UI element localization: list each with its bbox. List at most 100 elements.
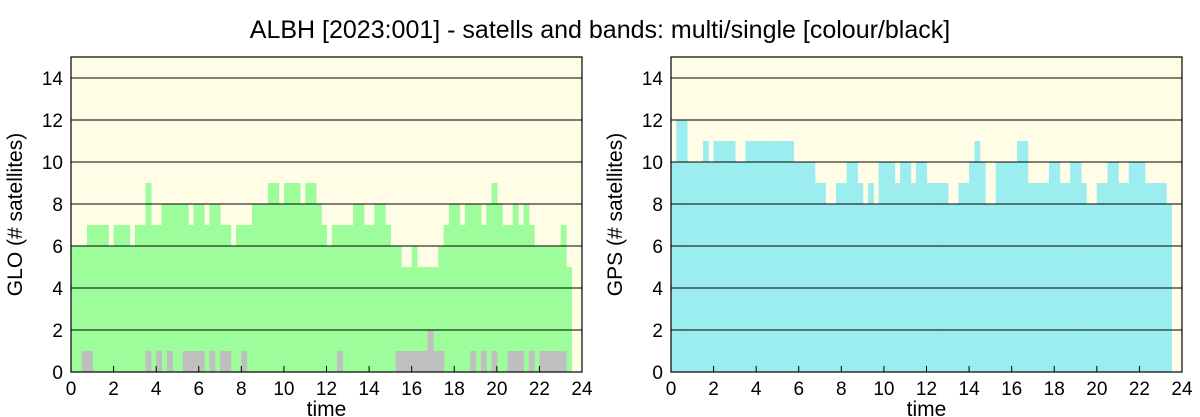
glo-chart-series0-bar-56 [369,225,375,372]
glo-chart-series0-bar-30 [230,246,237,372]
glo-chart-series1-bar-14 [145,351,152,372]
glo-chart-series0-bar-86 [528,225,535,372]
gps-chart-series0-bar-71 [1048,162,1055,372]
glo-chart-y-tick-label-2: 2 [52,321,63,342]
gps-chart-x-tick-label-18: 18 [1044,379,1065,400]
glo-chart-series0-bar-77 [480,225,487,372]
glo-chart-series0-bar-68 [432,267,439,372]
gps-chart-series0-bar-41 [889,162,896,372]
gps-chart-series0-bar-18 [766,141,773,372]
gps-chart-series0-bar-45 [910,183,917,372]
glo-chart-series1-bar-92 [560,351,567,372]
glo-chart-series0-bar-12 [134,225,141,372]
gps-chart-series0-bar-22 [788,141,795,372]
gps-y-ticks: 0 2 4 6 8 10 12 14 [642,69,677,384]
glo-chart-x-tick-label-20: 20 [486,379,507,400]
gps-chart-series0-bar-74 [1064,183,1071,372]
glo-chart-series0-bar-6 [102,225,109,372]
gps-chart-series0-bar-89 [1144,183,1151,372]
glo-chart-series0-bar-82 [507,225,514,372]
gps-chart-series0-bar-57 [974,141,981,372]
gps-chart-series0-bar-48 [926,183,933,372]
gps-chart-series0-bar-43 [899,162,906,372]
gps-chart-series0-bar-5 [697,162,704,372]
gps-chart-series0-bar-63 [1006,162,1013,372]
gps-chart-series0-bar-37 [867,183,874,372]
glo-chart-x-tick-label-6: 6 [193,379,204,400]
glo-chart-series0-bar-22 [188,225,195,372]
glo-chart-series0-bar-48 [326,246,333,372]
glo-chart-series0-bar-84 [518,225,525,372]
glo-chart-series0-bar-38 [273,183,280,372]
glo-chart-x-tick-label-8: 8 [236,379,247,400]
gps-chart-series0-bar-84 [1118,183,1125,372]
gps-chart-series0-bar-47 [921,162,928,372]
glo-chart-series0-bar-3 [86,225,93,372]
gps-chart-series0-bar-6 [702,141,709,372]
gps-chart-series0-bar-25 [804,162,810,372]
glo-y-axis-label: GLO (# satellites) [4,133,27,296]
glo-y-ticks: 0 2 4 6 8 10 12 14 [42,69,77,384]
glo-chart-series1-bar-28 [220,351,226,372]
glo-chart-y-tick-label-12: 12 [42,111,63,132]
gps-chart-series0-bar-4 [692,162,699,372]
glo-chart-series1-bar-68 [432,351,439,372]
glo-chart-series1-bar-63 [406,351,413,372]
glo-chart-series0-bar-41 [289,183,296,372]
gps-chart-series0-bar-77 [1080,183,1087,372]
gps-chart-series0-bar-28 [820,183,826,372]
glo-chart-series0-bar-61 [395,246,402,372]
glo-chart-series1-bar-69 [438,351,445,372]
gps-chart-series0-bar-83 [1112,162,1119,372]
glo-chart-series0-bar-7 [108,246,115,372]
glo-chart-series0-bar-13 [140,225,147,372]
gps-chart-y-tick-label-14: 14 [642,69,664,90]
glo-chart-series1-bar-23 [193,351,200,372]
glo-chart-series0-bar-14 [145,183,152,372]
glo-chart-series0-bar-67 [427,267,434,372]
gps-chart-series0-bar-20 [777,141,784,372]
glo-chart-series1-bar-66 [422,351,429,372]
gps-chart-series0-bar-90 [1150,183,1156,372]
gps-chart-series0-bar-68 [1032,183,1039,372]
glo-chart-series0-bar-40 [283,183,290,372]
gps-chart-series0-bar-14 [745,141,752,372]
gps-x-ticks: 0 2 4 6 8 10 12 14 16 18 20 22 24 [666,366,1193,400]
gps-chart-series0-bar-32 [841,183,848,372]
gps-chart-series0-bar-26 [809,162,816,372]
glo-chart-series1-bar-91 [555,351,562,372]
gps-chart-series0-bar-91 [1155,183,1162,372]
glo-chart-series0-bar-42 [294,183,301,372]
gps-chart-series0-bar-86 [1128,162,1135,372]
gps-chart-series0-bar-46 [915,162,922,372]
gps-chart-series0-bar-16 [756,141,763,372]
glo-chart-series0-bar-49 [331,225,338,372]
glo-chart-series1-bar-29 [225,351,232,372]
glo-chart-series1-bar-62 [401,351,407,372]
glo-chart-series1-bar-67 [427,330,434,372]
glo-chart-y-tick-label-8: 8 [52,195,63,216]
glo-chart-y-tick-label-6: 6 [52,237,63,258]
gps-x-axis-label: time [907,398,947,417]
gps-chart-series0-bar-72 [1054,162,1061,372]
glo-bars [71,183,572,372]
glo-chart-series0-bar-33 [246,225,253,372]
glo-chart-series1-bar-21 [182,351,189,372]
glo-chart-series0-bar-15 [150,225,157,372]
glo-chart-series1-bar-86 [528,351,535,372]
glo-chart-series0-bar-31 [236,225,242,372]
glo-chart-series0-bar-79 [491,183,498,372]
glo-chart-series0-bar-50 [337,225,344,372]
glo-chart-series0-bar-63 [406,267,413,372]
gps-chart-series0-bar-51 [942,183,949,372]
gps-chart-x-tick-label-4: 4 [751,379,762,400]
gps-chart-x-tick-label-16: 16 [1001,379,1022,400]
glo-chart-series1-bar-75 [470,351,477,372]
glo-x-ticks: 0 2 4 6 8 10 12 14 16 18 20 22 24 [66,366,593,400]
glo-chart-series1-bar-82 [507,351,514,372]
glo-chart-series0-bar-62 [401,267,407,372]
gps-chart-series0-bar-40 [883,162,890,372]
glo-chart-series1-bar-64 [411,351,418,372]
glo-chart-y-tick-label-4: 4 [52,279,63,300]
